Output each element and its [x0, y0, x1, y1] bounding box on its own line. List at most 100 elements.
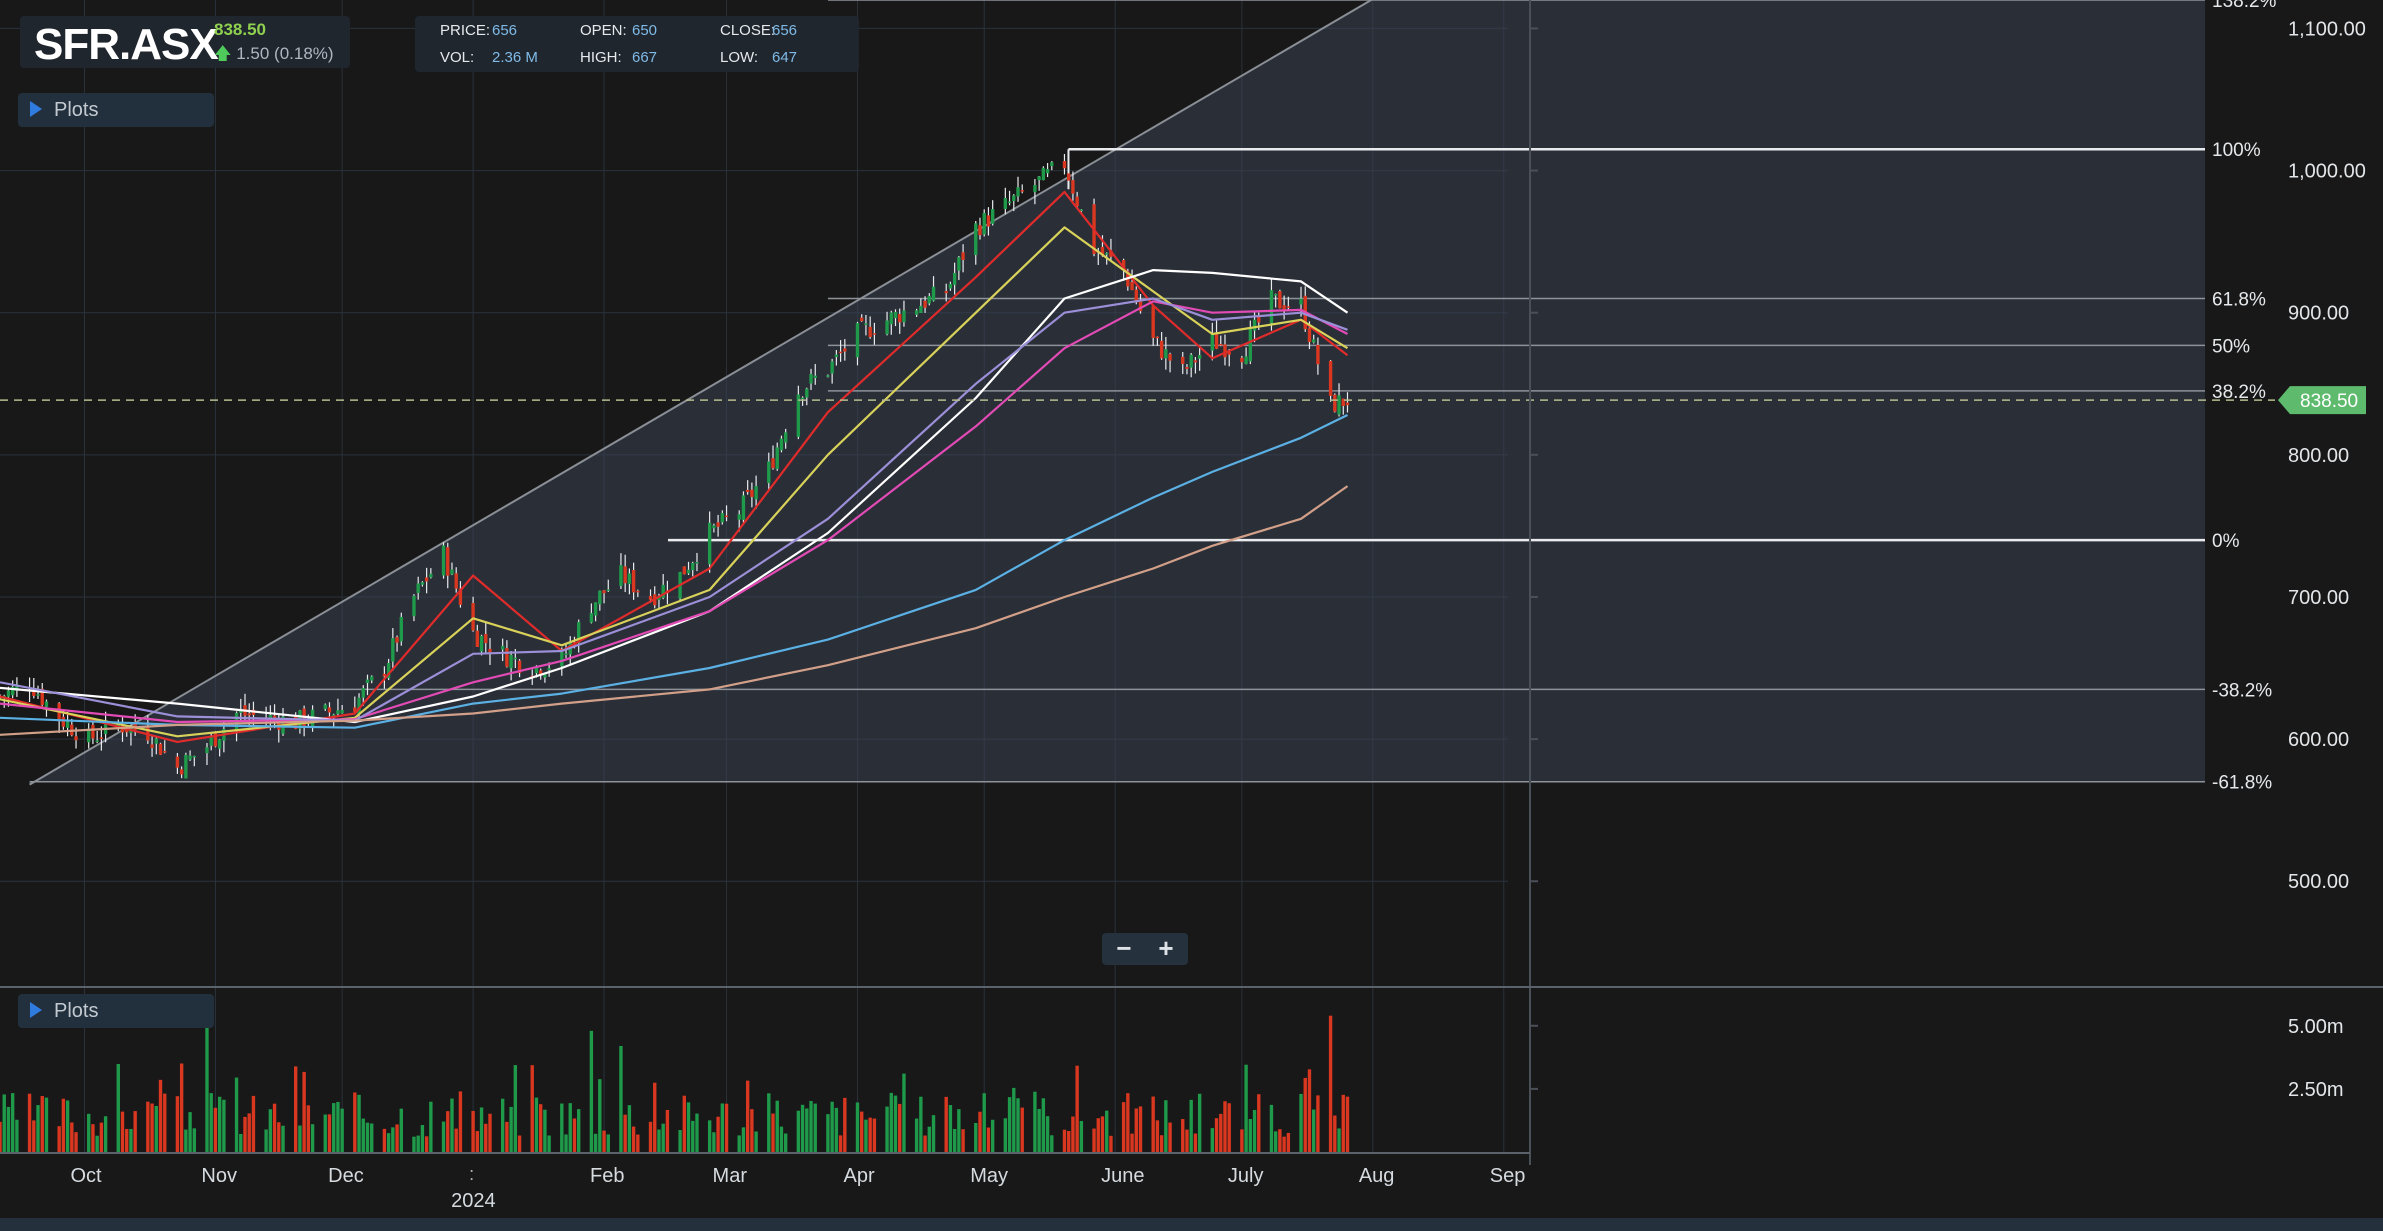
volume-bar: [923, 1135, 927, 1152]
volume-bar: [471, 1110, 475, 1152]
volume-bar: [234, 1077, 239, 1152]
volume-bar: [1067, 1130, 1071, 1152]
candle-body: [957, 257, 961, 271]
volume-bar: [1062, 1129, 1067, 1152]
candle-body: [636, 590, 640, 593]
volume-bar: [783, 1133, 788, 1152]
candle-body: [952, 272, 957, 285]
volume-bar: [1248, 1118, 1253, 1152]
candle-body: [1041, 167, 1046, 181]
volume-bar: [737, 1135, 741, 1152]
plots-toggle-volume[interactable]: Plots: [18, 994, 214, 1028]
volume-bar: [450, 1098, 454, 1152]
candle-body: [800, 397, 805, 400]
ticker-header: SFR.ASX 838.50 🡅 1.50 (0.18%): [20, 16, 350, 69]
fib-level-label: 0%: [2212, 531, 2240, 552]
candle-body: [720, 513, 725, 523]
volume-bar: [1219, 1113, 1223, 1152]
volume-bar: [678, 1130, 682, 1152]
month-label: May: [970, 1165, 1008, 1187]
volume-bar: [293, 1066, 298, 1152]
candle-body: [826, 375, 830, 377]
volume-bar: [957, 1109, 961, 1152]
volume-bar: [898, 1103, 902, 1152]
volume-bar: [74, 1132, 78, 1152]
volume-bar: [1007, 1097, 1012, 1152]
volume-bar: [133, 1111, 137, 1152]
volume-bar: [889, 1092, 893, 1152]
volume-bar: [268, 1109, 273, 1152]
candle-body: [860, 317, 864, 322]
volume-bar: [771, 1113, 775, 1152]
candle-body: [682, 566, 686, 575]
volume-bar: [129, 1128, 133, 1152]
candle-body: [441, 545, 446, 576]
plots-toggle-price[interactable]: Plots: [18, 93, 214, 127]
candle-body: [32, 690, 36, 696]
low-label: LOW:: [720, 49, 759, 66]
candle-body: [805, 388, 809, 398]
candle-body: [1223, 344, 1227, 358]
volume-bar: [1185, 1129, 1189, 1152]
volume-bar: [944, 1096, 948, 1152]
candle-body: [353, 707, 357, 713]
candle-body: [1248, 329, 1253, 362]
candle-body: [361, 688, 365, 698]
volume-bar: [446, 1111, 450, 1152]
month-label: Feb: [590, 1165, 624, 1187]
up-arrow-icon: 🡅: [214, 44, 232, 63]
volume-bar: [251, 1095, 256, 1152]
volume-bar: [902, 1073, 906, 1152]
candle-body: [627, 573, 632, 585]
candle-body: [513, 657, 518, 660]
volume-bar: [184, 1129, 188, 1152]
candle-body: [517, 660, 522, 674]
candle-body: [1020, 190, 1024, 192]
candle-body: [87, 728, 91, 743]
zoom-in-button[interactable]: +: [1158, 933, 1174, 963]
candle-body: [1278, 291, 1282, 309]
candle-body: [783, 432, 788, 443]
volume-bar: [357, 1094, 361, 1152]
candle-body: [471, 603, 475, 631]
volume-bar: [1303, 1077, 1307, 1152]
candle-body: [716, 522, 720, 527]
candle-body: [370, 676, 374, 681]
volume-bar: [370, 1123, 374, 1152]
volume-bar: [277, 1122, 281, 1152]
price-axis-label: 700.00: [2288, 587, 2349, 609]
volume-bar: [32, 1120, 36, 1152]
volume-bar: [1316, 1095, 1320, 1152]
volume-bar: [1341, 1094, 1345, 1152]
candle-body: [95, 740, 99, 742]
candle-body: [103, 721, 108, 735]
bottom-scrollbar[interactable]: [0, 1218, 2383, 1231]
volume-bar: [712, 1132, 716, 1152]
trend-line: [29, 0, 1374, 786]
volume-bar: [1155, 1120, 1160, 1152]
zoom-out-button[interactable]: −: [1116, 933, 1132, 963]
volume-bar: [1312, 1109, 1316, 1152]
candle-body: [564, 653, 568, 656]
candle-body: [15, 684, 19, 691]
volume-bar: [1020, 1107, 1024, 1152]
candle-body: [1045, 169, 1050, 174]
candle-body: [1012, 195, 1016, 202]
volume-bar: [1041, 1098, 1046, 1152]
candle-body: [1037, 176, 1041, 181]
volume-bar: [1130, 1133, 1134, 1152]
candle-body: [1282, 305, 1286, 311]
candle-body: [779, 438, 784, 451]
volume-bar: [116, 1063, 120, 1152]
candle-body: [209, 736, 213, 746]
volume-bar: [834, 1107, 839, 1152]
volume-bar: [70, 1122, 74, 1152]
volume-bar: [1050, 1135, 1054, 1152]
volume-bar: [855, 1102, 860, 1152]
volume-bar: [560, 1103, 564, 1152]
current-price-tag: [2278, 386, 2366, 415]
candle-body: [454, 573, 458, 589]
volume-bar: [986, 1127, 991, 1152]
volume-bar: [57, 1126, 61, 1152]
